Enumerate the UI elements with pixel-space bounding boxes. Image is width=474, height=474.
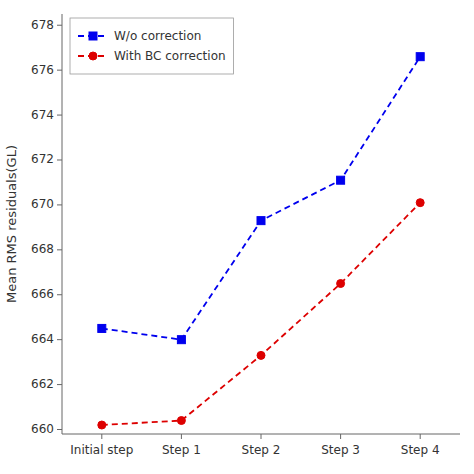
y-tick: [57, 115, 62, 116]
x-tick-label: Initial step: [70, 443, 133, 457]
x-tick-label: Step 3: [321, 443, 360, 457]
y-tick: [57, 70, 62, 71]
y-tick: [57, 159, 62, 160]
y-axis-label: Mean RMS residuals(GL): [4, 145, 19, 303]
y-tick: [57, 384, 62, 385]
y-tick: [57, 25, 62, 26]
x-tick-label: Step 4: [401, 443, 440, 457]
marker: [416, 199, 424, 207]
marker: [416, 53, 424, 61]
y-tick: [57, 204, 62, 205]
legend-label: W/o correction: [114, 29, 201, 43]
y-tick: [57, 249, 62, 250]
marker: [98, 421, 106, 429]
series-line: [102, 203, 420, 425]
y-tick: [57, 339, 62, 340]
y-tick-label: 668: [31, 242, 54, 256]
x-tick: [420, 434, 421, 439]
marker: [177, 417, 185, 425]
legend-box: [70, 18, 234, 74]
y-tick-label: 666: [31, 287, 54, 301]
legend-marker: [89, 52, 97, 60]
y-tick-label: 672: [31, 152, 54, 166]
x-tick-label: Step 2: [242, 443, 281, 457]
chart-container: 660 662 664 666 668 670 672 674 676 678 Initial st…: [0, 0, 474, 474]
series-line: [102, 57, 420, 340]
x-tick: [340, 434, 341, 439]
y-tick-label: 664: [31, 332, 54, 346]
y-tick-label: 670: [31, 197, 54, 211]
y-tick-label: 678: [31, 18, 54, 32]
y-tick-label: 660: [31, 422, 54, 436]
x-tick: [101, 434, 102, 439]
y-axis-line: [62, 14, 63, 434]
x-tick: [181, 434, 182, 439]
chart: 660 662 664 666 668 670 672 674 676 678 Initial st…: [0, 0, 474, 474]
marker: [337, 280, 345, 288]
marker: [337, 176, 345, 184]
marker: [257, 217, 265, 225]
marker: [257, 351, 265, 359]
plot-area: [98, 53, 424, 429]
y-tick: [57, 429, 62, 430]
y-tick: [57, 294, 62, 295]
x-tick: [261, 434, 262, 439]
marker: [177, 336, 185, 344]
legend-label: With BC correction: [114, 49, 226, 63]
y-tick-label: 674: [31, 108, 54, 122]
y-tick-label: 662: [31, 377, 54, 391]
x-tick-label: Step 1: [162, 443, 201, 457]
legend: W/o correction With BC correction: [70, 18, 234, 74]
legend-marker: [89, 32, 97, 40]
y-tick-label: 676: [31, 63, 54, 77]
marker: [98, 324, 106, 332]
